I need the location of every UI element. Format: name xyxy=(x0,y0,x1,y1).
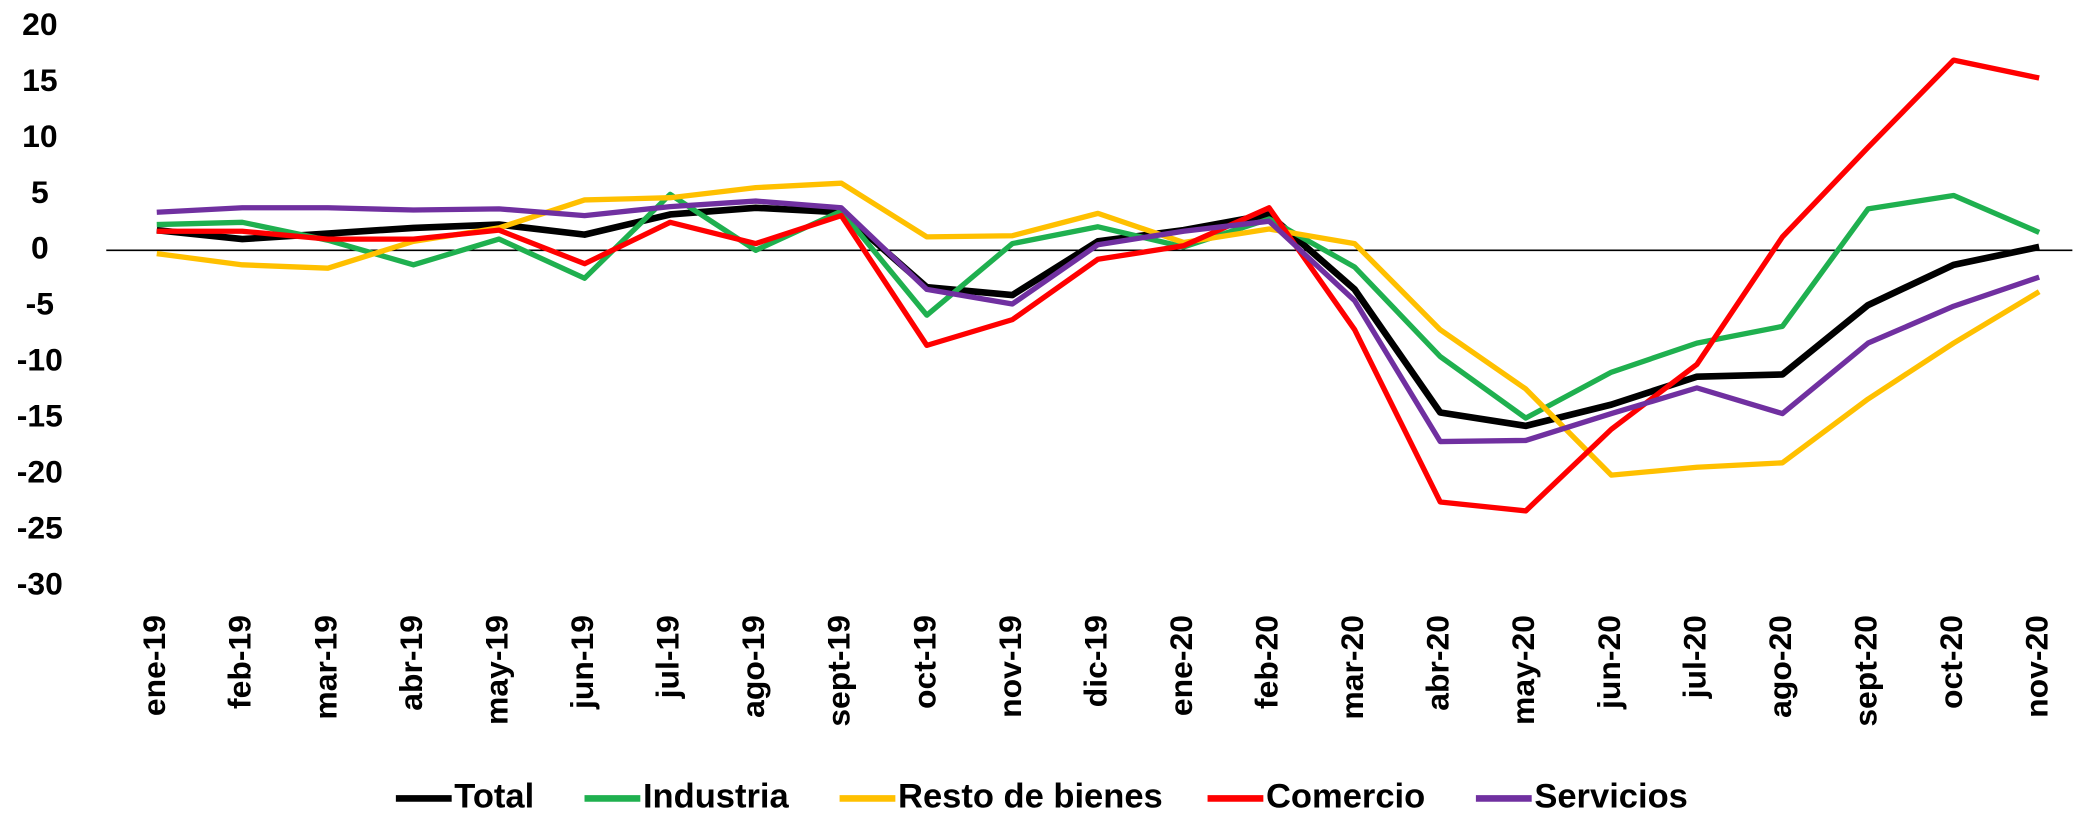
x-tick-label: abr-19 xyxy=(393,615,429,711)
x-tick-label: may-19 xyxy=(478,615,514,725)
legend-label: Servicios xyxy=(1534,778,1688,816)
legend-label: Total xyxy=(454,778,534,816)
legend-label: Resto de bienes xyxy=(898,778,1163,816)
x-tick-label: dic-19 xyxy=(1077,615,1113,707)
y-tick-label: -20 xyxy=(17,453,63,489)
x-tick-label: mar-20 xyxy=(1334,615,1370,720)
x-tick-label: mar-19 xyxy=(307,615,343,720)
y-tick-label: 20 xyxy=(22,6,57,42)
x-tick-label: nov-20 xyxy=(2019,615,2055,718)
y-tick-label: 0 xyxy=(31,230,49,266)
y-tick-label: 15 xyxy=(22,62,57,98)
x-tick-label: abr-20 xyxy=(1420,615,1456,711)
x-tick-label: jul-19 xyxy=(650,615,686,699)
x-tick-label: jun-20 xyxy=(1591,615,1627,710)
x-tick-label: nov-19 xyxy=(992,615,1028,718)
x-tick-label: oct-20 xyxy=(1933,615,1969,709)
y-tick-label: 5 xyxy=(31,174,49,210)
y-tick-label: -30 xyxy=(17,565,63,601)
series-line xyxy=(156,57,2040,514)
y-tick-label: -10 xyxy=(17,342,63,378)
y-tick-label: -5 xyxy=(26,286,54,322)
series-line xyxy=(156,191,2041,421)
x-tick-label: sept-20 xyxy=(1847,615,1883,727)
y-tick-label: -15 xyxy=(17,397,63,433)
series-line xyxy=(156,198,2041,445)
x-tick-label: feb-19 xyxy=(222,615,258,709)
x-tick-label: jun-19 xyxy=(564,615,600,710)
x-tick-label: ago-20 xyxy=(1762,615,1798,718)
y-tick-label: 10 xyxy=(22,118,57,154)
x-tick-label: sept-19 xyxy=(821,615,857,727)
x-tick-label: oct-19 xyxy=(906,615,942,709)
legend-label: Industria xyxy=(643,778,790,816)
series-line xyxy=(156,204,2040,430)
x-tick-label: jul-20 xyxy=(1676,615,1712,699)
x-tick-label: ago-19 xyxy=(735,615,771,718)
y-tick-label: -25 xyxy=(17,509,63,545)
x-tick-label: may-20 xyxy=(1505,615,1541,725)
x-tick-label: feb-20 xyxy=(1249,615,1285,709)
legend-label: Comercio xyxy=(1266,778,1425,816)
x-tick-label: ene-19 xyxy=(136,615,172,716)
x-tick-label: ene-20 xyxy=(1163,615,1199,716)
